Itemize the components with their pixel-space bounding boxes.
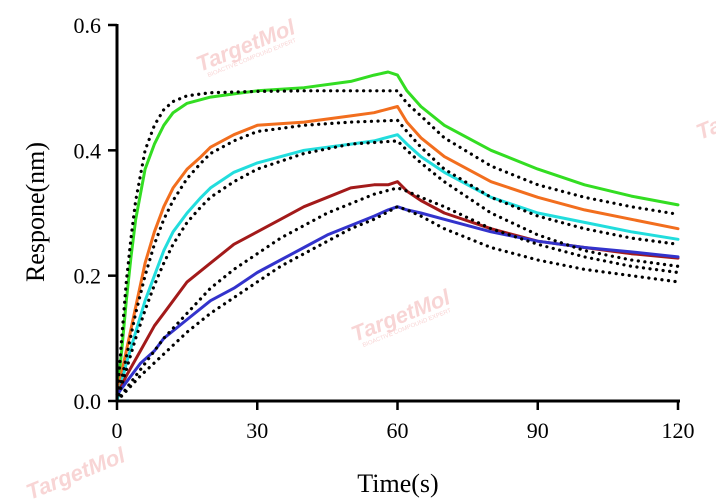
y-tick-label-0: 0.0 bbox=[74, 389, 102, 414]
y-tick-label-2: 0.4 bbox=[74, 138, 102, 163]
fit-line-0 bbox=[115, 89, 680, 403]
series-line-2 bbox=[115, 133, 680, 403]
y-axis-title: Respone(nm) bbox=[21, 142, 50, 282]
x-tick-label-1: 30 bbox=[246, 418, 268, 443]
y-tick-label-1: 0.2 bbox=[74, 264, 102, 289]
watermark-logos: TargetMol BIOACTIVE COMPOUND EXPERT Targ… bbox=[23, 14, 716, 504]
x-tick-label-2: 60 bbox=[387, 418, 409, 443]
y-tick-label-3: 0.6 bbox=[74, 13, 102, 38]
series-line-4 bbox=[115, 205, 680, 397]
x-tick-label-0: 0 bbox=[112, 418, 123, 443]
x-axis-title: Time(s) bbox=[357, 469, 438, 498]
fit-line-1 bbox=[115, 118, 680, 403]
series-line-3 bbox=[115, 180, 680, 397]
svg-text:Ta: Ta bbox=[693, 112, 716, 144]
fit-line-2 bbox=[115, 139, 680, 403]
svg-text:TargetMol: TargetMol bbox=[23, 442, 130, 504]
x-tick-label-3: 90 bbox=[527, 418, 549, 443]
series-line-1 bbox=[115, 105, 680, 397]
fit-line-3 bbox=[115, 186, 680, 403]
x-tick-label-4: 120 bbox=[662, 418, 695, 443]
plot-area bbox=[115, 70, 680, 403]
axis-ticks: 0 30 60 90 120 0.0 0.2 0.4 0.6 bbox=[74, 13, 695, 443]
